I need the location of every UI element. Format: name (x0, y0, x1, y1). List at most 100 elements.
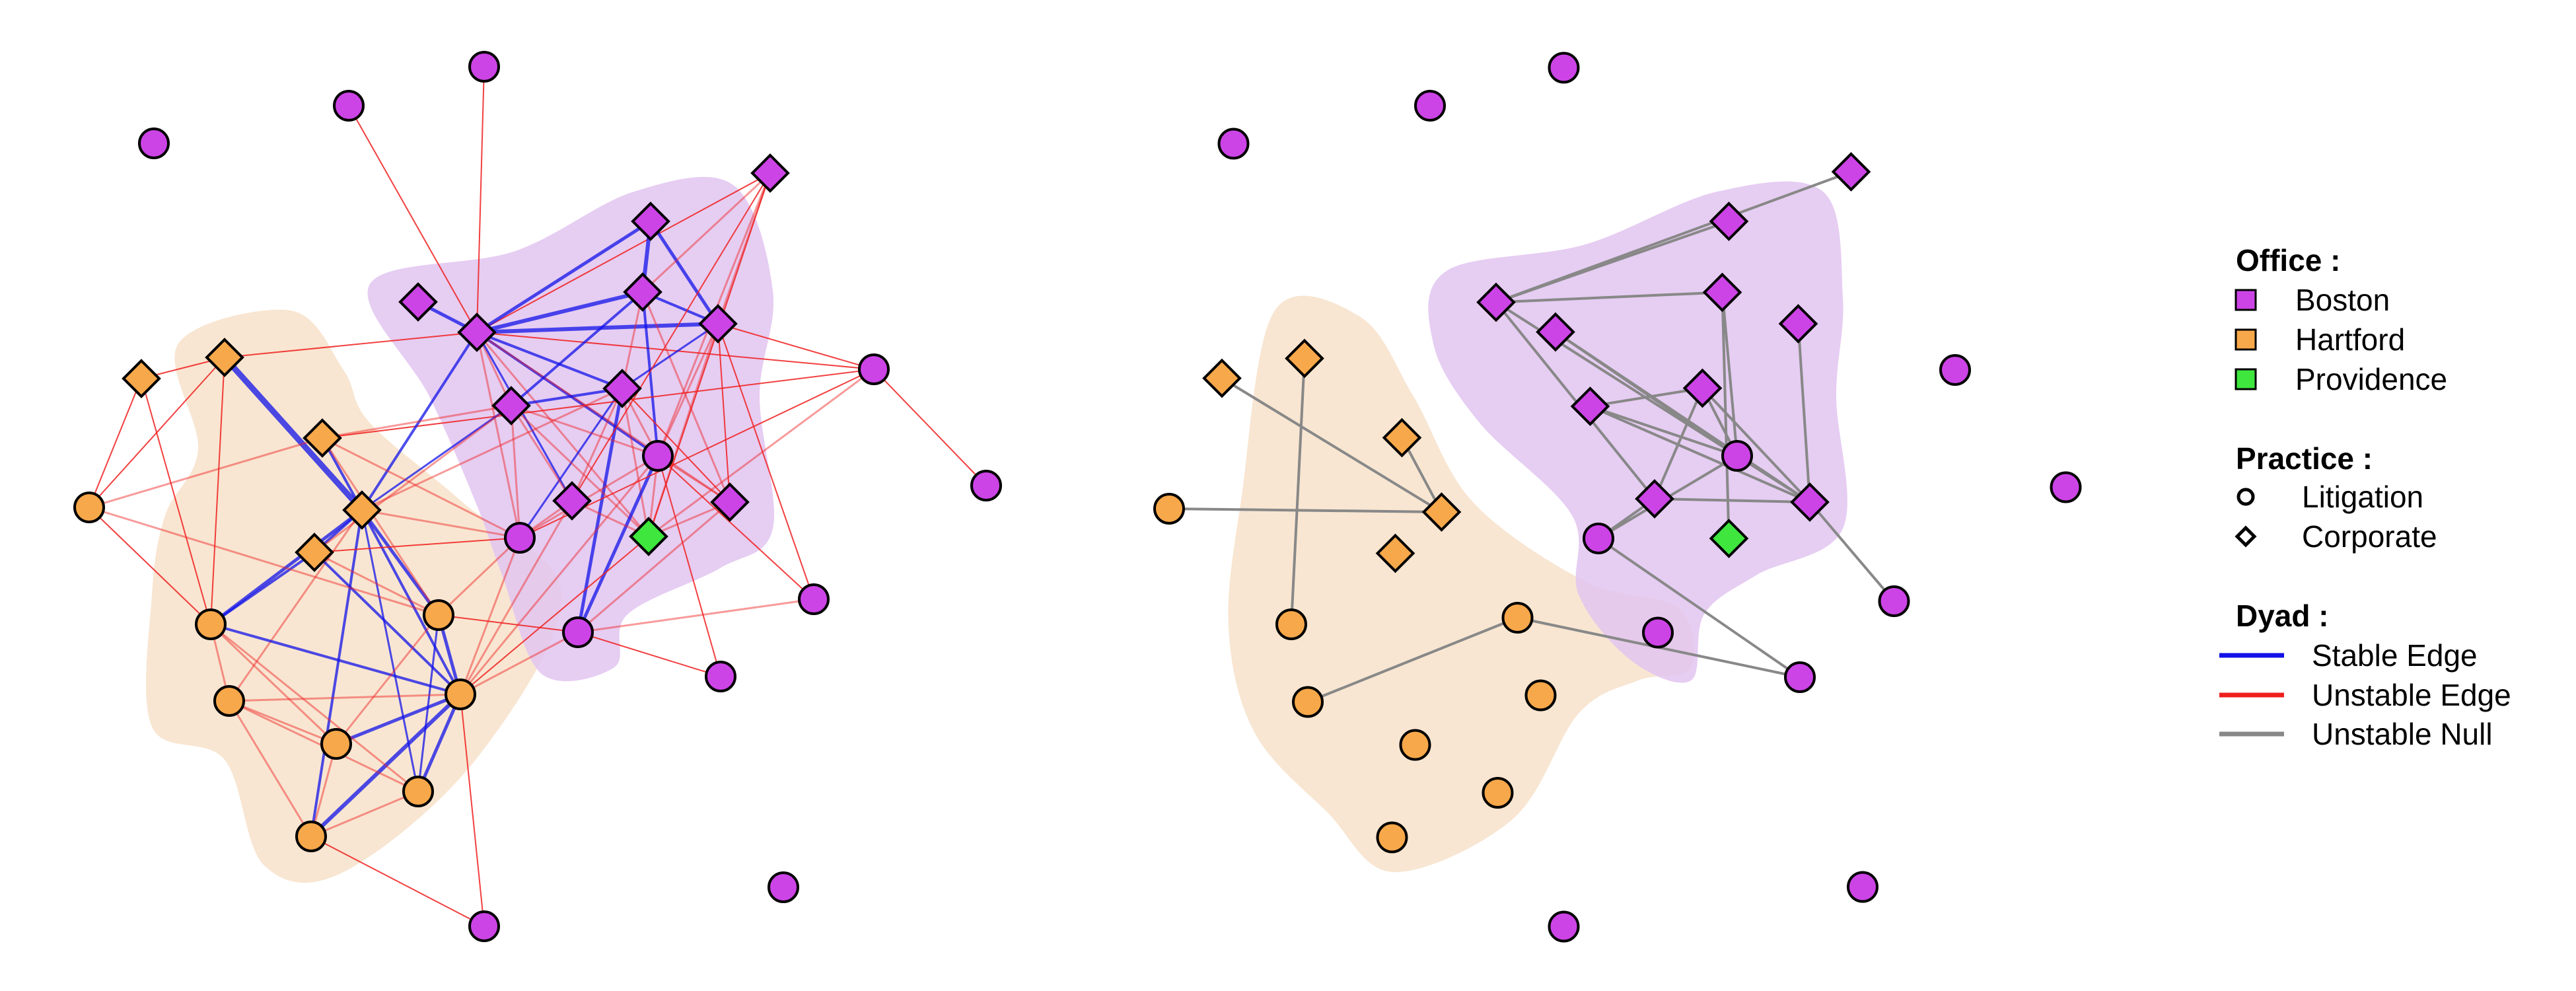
left-office-hulls (146, 176, 775, 883)
corporate-node (750, 153, 790, 193)
corporate-node (623, 272, 662, 312)
unstable-edge (314, 551, 439, 616)
unstable-edge (89, 437, 323, 509)
unstable-edge (476, 332, 875, 370)
stable-edge (622, 322, 719, 390)
corporate-node (1709, 519, 1749, 558)
right-network-panel (1153, 52, 2082, 943)
unstable-edge (648, 368, 875, 538)
unstable-null-edge (1589, 405, 1738, 457)
unstable-edge (322, 369, 875, 439)
unstable-null-edge (1221, 377, 1443, 513)
stable-edge (519, 388, 624, 538)
left-network-panel (73, 51, 1002, 942)
litigation-node (798, 583, 830, 615)
litigation-node (402, 776, 434, 807)
stable-edge (476, 332, 573, 501)
unstable-edge (657, 455, 814, 600)
corporate-node (710, 482, 750, 522)
stable-edge (361, 404, 512, 511)
unstable-edge (621, 388, 650, 537)
unstable-edge (511, 404, 659, 457)
litigation-node (1501, 602, 1534, 634)
litigation-node (195, 608, 227, 640)
litigation-node (320, 728, 352, 760)
stable-edge (510, 291, 644, 407)
unstable-null-edge (1168, 507, 1442, 513)
unstable-edge (460, 631, 579, 696)
unstable-edge (229, 700, 337, 745)
litigation-node (73, 492, 105, 523)
unstable-null-edge (1721, 292, 1731, 539)
corporate-node (303, 418, 342, 458)
unstable-edge (459, 537, 521, 695)
stable-edge (641, 291, 659, 457)
stable-edge (476, 331, 623, 390)
unstable-edge (322, 404, 512, 439)
litigation-node (705, 661, 736, 692)
unstable-edge (335, 614, 440, 745)
litigation-node (1548, 52, 1580, 84)
litigation-node (1583, 523, 1614, 554)
unstable-edge (459, 455, 659, 695)
unstable-null-edge (1597, 537, 1801, 679)
legend: Office : Boston Hartford Providence Prac… (2219, 243, 2511, 751)
unstable-edge (229, 693, 461, 702)
unstable-null-edge (1721, 292, 1738, 457)
legend-boston-label: Boston (2295, 283, 2390, 317)
unstable-edge (348, 105, 478, 333)
legend-hartford-label: Hartford (2295, 322, 2405, 357)
litigation-node (1642, 616, 1674, 649)
litigation-node (1376, 821, 1408, 854)
stable-edge (476, 290, 643, 334)
litigation-node (1548, 910, 1580, 943)
unstable-edge (314, 404, 512, 554)
litigation-node (2050, 471, 2082, 503)
stable-edge (649, 220, 720, 325)
corporate-node (552, 481, 592, 521)
unstable-null-edge (1808, 501, 1896, 603)
unstable-edge (228, 509, 363, 702)
unstable-edge (577, 632, 721, 677)
unstable-edge (476, 66, 485, 333)
unstable-edge (361, 387, 623, 511)
hartford-hull (1228, 295, 1695, 873)
legend-office-title: Office : (2236, 243, 2340, 277)
litigation-node (768, 871, 799, 903)
unstable-edge (641, 291, 731, 503)
litigation-node (468, 51, 500, 83)
unstable-edge (873, 369, 987, 486)
stable-edge (310, 509, 363, 837)
unstable-null-edge (1495, 301, 1656, 500)
corporate-node (1682, 368, 1723, 408)
unstable-edge (571, 172, 771, 501)
unstable-edge (141, 378, 211, 625)
litigation-node (1878, 585, 1910, 617)
litigation-node (1847, 871, 1878, 903)
unstable-edge (510, 405, 573, 501)
litigation-node (642, 440, 674, 472)
unstable-null-edge (1307, 616, 1519, 704)
corporate-node (1778, 304, 1818, 344)
litigation-node (468, 910, 500, 942)
unstable-null-edge (1495, 291, 1723, 304)
unstable-edge (717, 323, 731, 503)
stable-edge (309, 692, 462, 838)
legend-litigation-label: Litigation (2302, 480, 2423, 514)
corporate-node (1831, 152, 1871, 192)
right-edges (1168, 170, 1896, 704)
unstable-edge (224, 332, 478, 358)
corporate-node (1635, 479, 1674, 519)
unstable-edge (510, 404, 650, 538)
unstable-edge (577, 501, 731, 634)
corporate-node (295, 532, 334, 572)
corporate-node (1790, 482, 1830, 522)
litigation-node (138, 128, 170, 159)
stable-edge (361, 509, 462, 695)
unstable-null-edge (1554, 330, 1811, 503)
stable-edge (476, 331, 659, 457)
unstable-edge (460, 536, 649, 695)
unstable-edge (89, 507, 211, 625)
unstable-edge (519, 455, 659, 539)
unstable-edge (210, 357, 225, 625)
